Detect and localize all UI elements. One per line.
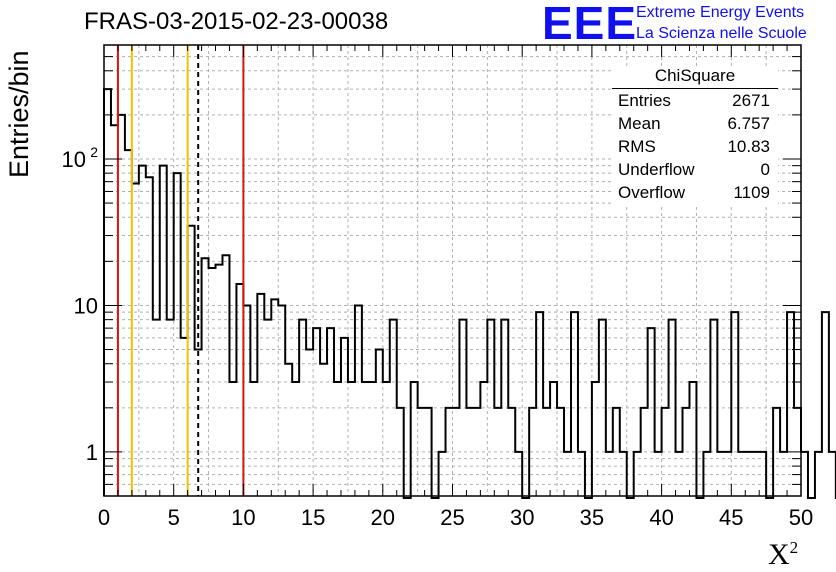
- stats-value: 1109: [733, 183, 770, 202]
- x-tick-label: 40: [649, 505, 673, 530]
- x-tick-label: 45: [719, 505, 743, 530]
- stats-value: 2671: [732, 91, 770, 110]
- stats-name: ChiSquare: [612, 66, 778, 89]
- x-tick-label: 30: [510, 505, 534, 530]
- chart-title: FRAS-03-2015-02-23-00038: [84, 8, 389, 35]
- logo-line2: La Scienza nelle Scuole: [636, 25, 807, 42]
- y-tick-label: 10: [74, 293, 98, 318]
- stats-row-underflow: Underflow 0: [612, 158, 778, 181]
- x-axis-label-base: X: [768, 538, 790, 571]
- stats-label: Underflow: [618, 160, 695, 179]
- y-tick-label: 1: [86, 440, 98, 465]
- stats-value: 6.757: [727, 114, 770, 133]
- x-tick-label: 20: [371, 505, 395, 530]
- stats-row-overflow: Overflow 1109: [612, 181, 778, 204]
- y-tick-label: 10: [62, 147, 86, 172]
- stats-row-rms: RMS 10.83: [612, 135, 778, 158]
- stats-label: Mean: [618, 114, 661, 133]
- stats-label: Entries: [618, 91, 671, 110]
- x-axis-label-sup: 2: [789, 538, 799, 557]
- histogram-series-line: [103, 88, 836, 499]
- stats-label: Overflow: [618, 183, 686, 202]
- x-tick-label: 0: [98, 505, 110, 530]
- stats-row-entries: Entries 2671: [612, 89, 778, 112]
- stats-box: ChiSquare Entries 2671 Mean 6.757 RMS 10…: [612, 66, 778, 204]
- stats-label: RMS: [618, 137, 656, 156]
- stats-value: 10.83: [727, 137, 770, 156]
- x-tick-label: 50: [789, 505, 813, 530]
- y-axis-label: Entries/bin: [4, 50, 34, 178]
- x-tick-label: 5: [168, 505, 180, 530]
- y-tick-label-exponent: 2: [90, 144, 98, 160]
- logo-line1: Extreme Energy Events: [636, 4, 805, 21]
- x-tick-label: 25: [440, 505, 464, 530]
- x-tick-label: 15: [301, 505, 325, 530]
- stats-value: 0: [760, 160, 770, 179]
- stats-row-mean: Mean 6.757: [612, 112, 778, 135]
- logo-caption: Extreme Energy Events La Scienza nelle S…: [636, 2, 807, 44]
- x-tick-label: 10: [231, 505, 255, 530]
- x-tick-label: 35: [580, 505, 604, 530]
- eee-logo: EEE: [542, 0, 638, 49]
- x-axis-label: X2: [768, 538, 798, 572]
